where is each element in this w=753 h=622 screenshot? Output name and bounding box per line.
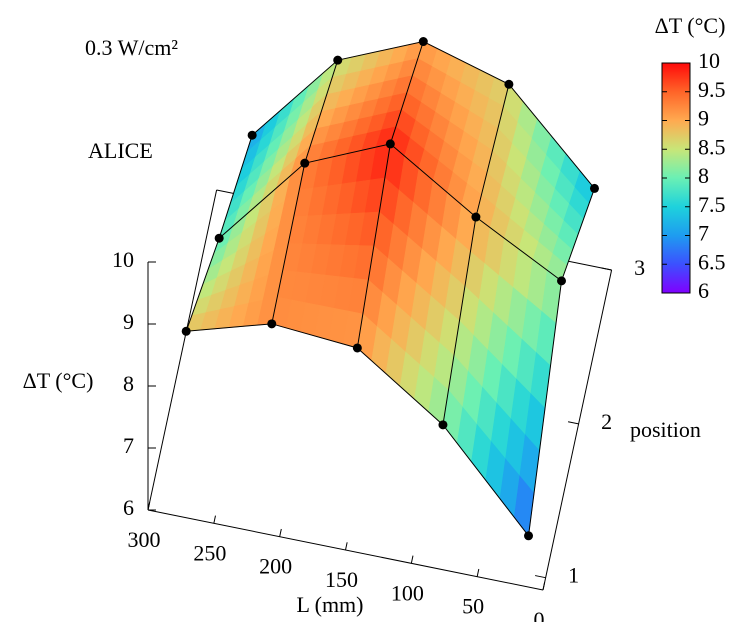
- y-tick-label: 1: [568, 563, 579, 588]
- y-tick-label: 3: [634, 255, 645, 280]
- data-point: [385, 139, 395, 149]
- x-tick: [542, 582, 546, 591]
- x-tick: [345, 542, 348, 551]
- x-tick-label: 200: [259, 554, 292, 579]
- overlay: 67891005010015020025030012366.577.588.59…: [112, 48, 726, 622]
- data-point: [589, 183, 599, 193]
- data-point: [418, 37, 428, 47]
- floor-edge: [542, 269, 613, 591]
- annotation: ALICE: [88, 138, 153, 163]
- data-point: [247, 130, 257, 140]
- data-point: [267, 319, 277, 329]
- colorbar-tick-label: 7: [698, 221, 709, 246]
- x-axis-label: L (mm): [297, 592, 364, 617]
- colorbar-tick-label: 8: [698, 163, 709, 188]
- chart-title: 0.3 W/cm²: [85, 35, 178, 60]
- colorbar-tick-label: 10: [698, 48, 720, 73]
- data-point: [300, 158, 310, 168]
- data-point: [181, 326, 191, 336]
- x-tick-label: 0: [534, 607, 545, 622]
- data-point: [504, 79, 514, 89]
- x-tick: [213, 515, 216, 524]
- colorbar-tick-label: 6.5: [698, 249, 726, 274]
- data-point: [471, 212, 481, 222]
- colorbar-tick-label: 9: [698, 106, 709, 131]
- z-tick-label: 7: [123, 433, 134, 458]
- colorbar-tick-label: 9.5: [698, 77, 726, 102]
- y-axis-label: position: [630, 417, 701, 442]
- y-tick: [567, 421, 579, 425]
- y-tick: [600, 267, 612, 271]
- x-tick-label: 250: [193, 540, 226, 565]
- x-tick: [147, 502, 151, 511]
- y-tick-label: 2: [601, 409, 612, 434]
- data-point: [557, 276, 567, 286]
- data-point: [438, 420, 448, 430]
- surface: [181, 37, 599, 541]
- z-tick-label: 10: [112, 247, 134, 272]
- y-tick: [535, 575, 546, 579]
- colorbar-tick-label: 6: [698, 278, 709, 303]
- x-tick: [476, 568, 480, 577]
- data-point: [214, 233, 224, 243]
- x-tick-label: 300: [128, 527, 161, 552]
- colorbar-tick-label: 8.5: [698, 134, 726, 159]
- x-tick-label: 50: [462, 594, 484, 619]
- data-point: [524, 531, 534, 541]
- z-tick-label: 6: [123, 495, 134, 520]
- z-axis-label: ΔT (°C): [23, 368, 94, 393]
- x-tick: [279, 528, 282, 537]
- z-tick-label: 9: [123, 309, 134, 334]
- x-tick: [410, 555, 414, 564]
- data-point: [333, 55, 343, 65]
- z-tick-label: 8: [123, 371, 134, 396]
- floor-edge: [147, 189, 218, 511]
- colorbar-tick-label: 7.5: [698, 192, 726, 217]
- colorbar-title: ΔT (°C): [655, 13, 726, 38]
- x-tick-label: 150: [325, 567, 358, 592]
- data-point: [352, 343, 362, 353]
- x-tick-label: 100: [391, 580, 424, 605]
